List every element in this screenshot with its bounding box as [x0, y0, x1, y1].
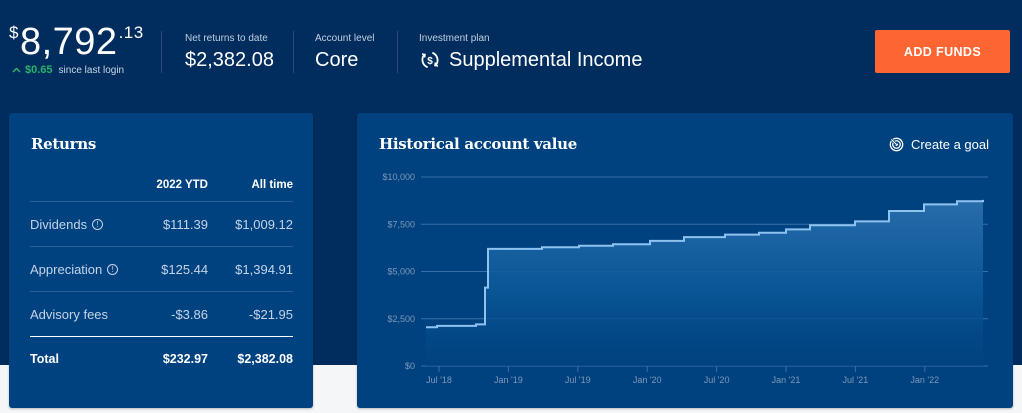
investment-plan-value[interactable]: $ Supplemental Income [419, 47, 642, 73]
svg-text:$7,500: $7,500 [387, 219, 415, 229]
net-returns-label: Net returns to date [185, 33, 268, 44]
row-all-time-value: $1,394.91 [235, 261, 293, 277]
svg-text:$5,000: $5,000 [387, 267, 415, 277]
divider [293, 31, 294, 73]
account-level-value: Core [315, 49, 359, 71]
investment-plan-label: Investment plan [419, 33, 490, 44]
net-returns-stat: Net returns to date $2,382.08 [185, 32, 274, 73]
change-value: $0.65 [25, 64, 53, 76]
balance-cents: .13 [118, 23, 144, 42]
svg-text:$2,500: $2,500 [387, 314, 415, 324]
column-header-ytd: 2022 YTD [156, 179, 208, 191]
account-summary-bar: $ 8,792 .13 $0.65 since last login Net r… [0, 0, 1022, 100]
svg-text:Jan '20: Jan '20 [633, 375, 662, 385]
dollar-cycle-icon: $ [421, 52, 439, 68]
returns-table-header: 2022 YTD All time [30, 169, 293, 201]
svg-text:Jul '21: Jul '21 [843, 375, 869, 385]
returns-table: 2022 YTD All time Dividends! $111.39 $1,… [30, 169, 293, 381]
row-all-time-value: -$21.95 [248, 306, 293, 322]
investment-plan-name: Supplemental Income [449, 49, 643, 71]
row-label: Appreciation [30, 261, 103, 277]
row-all-time-value: $1,009.12 [235, 216, 293, 232]
info-icon[interactable]: ! [92, 218, 104, 230]
row-ytd-value: $111.39 [162, 216, 208, 232]
svg-text:Jan '19: Jan '19 [494, 375, 523, 385]
investment-plan-stat: Investment plan $ Supplemental Income [419, 32, 642, 73]
divider [161, 31, 162, 73]
balance-whole: 8,792 [19, 21, 118, 63]
total-label: Total [30, 352, 59, 366]
svg-text:Jul '20: Jul '20 [704, 375, 730, 385]
table-row-total: Total $232.97 $2,382.08 [30, 336, 293, 381]
svg-text:Jan '21: Jan '21 [772, 375, 801, 385]
svg-text:Jan '22: Jan '22 [910, 375, 939, 385]
account-level-stat: Account level Core [315, 32, 374, 73]
account-balance: $ 8,792 .13 $0.65 since last login [9, 22, 144, 76]
row-label: Dividends [30, 216, 88, 232]
row-ytd-value: $125.44 [161, 261, 209, 277]
column-header-all-time: All time [251, 179, 293, 191]
arrow-up-icon [12, 67, 21, 73]
add-funds-button[interactable]: ADD FUNDS [875, 30, 1010, 73]
svg-text:Jul '18: Jul '18 [426, 375, 452, 385]
table-row-advisory-fees: Advisory fees -$3.86 -$21.95 [30, 291, 293, 336]
row-ytd-value: -$3.86 [171, 306, 208, 322]
svg-text:$0: $0 [405, 361, 415, 371]
divider [397, 31, 398, 73]
total-all-time-value: $2,382.08 [237, 352, 293, 366]
svg-text:$10,000: $10,000 [382, 172, 415, 182]
row-label: Advisory fees [30, 306, 109, 322]
svg-text:Jul '19: Jul '19 [565, 375, 591, 385]
balance-change: $0.65 since last login [12, 64, 144, 76]
create-goal-label: Create a goal [910, 137, 989, 152]
returns-title: Returns [31, 135, 96, 153]
change-amount: $0.65 [12, 64, 53, 76]
historical-value-chart[interactable]: $0 $2,500 $5,000 $7,500 $10,000 Jul '18 Jan '1… [357, 113, 1013, 408]
svg-text:$: $ [427, 56, 433, 67]
balance-currency: $ [9, 23, 19, 42]
balance-value: $ 8,792 .13 [9, 22, 144, 62]
total-ytd-value: $232.97 [162, 352, 208, 366]
net-returns-value: $2,382.08 [185, 49, 274, 71]
target-icon [889, 137, 904, 152]
historical-value-card: Historical account value Create a goal $… [357, 113, 1013, 408]
info-icon[interactable]: ! [107, 263, 119, 275]
account-level-label: Account level [315, 33, 375, 44]
historical-title: Historical account value [379, 135, 577, 153]
create-goal-button[interactable]: Create a goal [889, 137, 989, 152]
returns-card: Returns 2022 YTD All time Dividends! $11… [9, 113, 313, 408]
change-label: since last login [58, 64, 125, 76]
table-row-dividends: Dividends! $111.39 $1,009.12 [30, 201, 293, 246]
table-row-appreciation: Appreciation! $125.44 $1,394.91 [30, 246, 293, 291]
